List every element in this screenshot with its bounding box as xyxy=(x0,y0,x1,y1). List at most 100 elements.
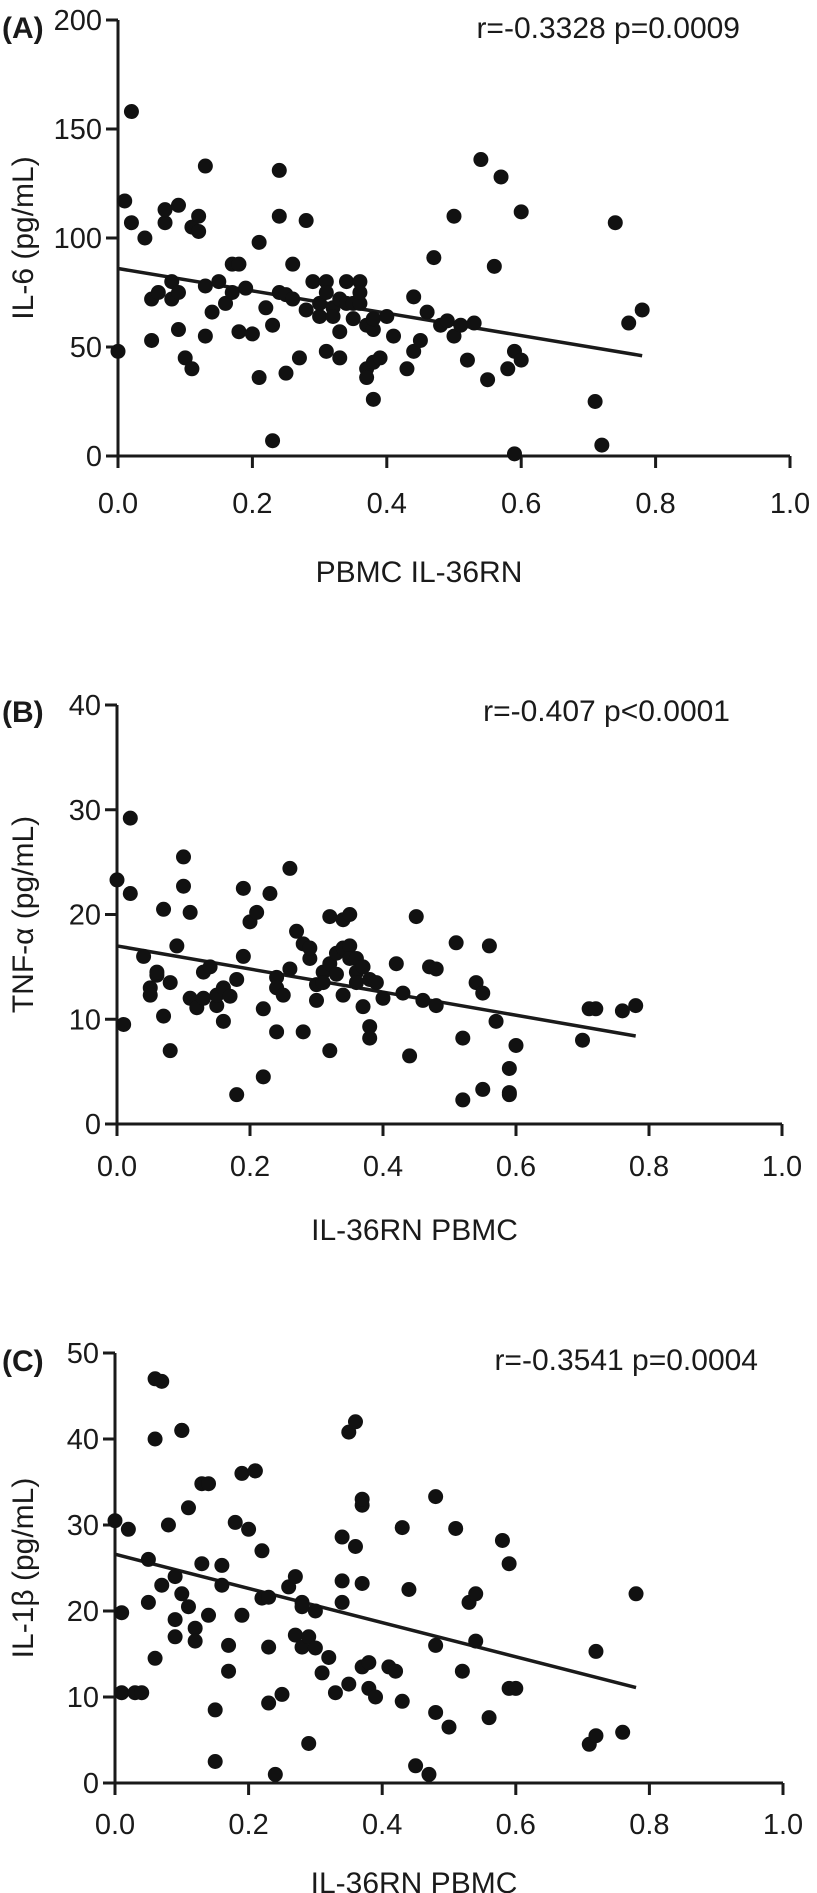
data-point xyxy=(194,1556,210,1572)
y-tick-label: 0 xyxy=(83,1768,99,1800)
data-point xyxy=(334,1529,350,1545)
data-point xyxy=(594,437,610,453)
data-point xyxy=(231,324,247,340)
data-point xyxy=(354,1491,370,1507)
data-point xyxy=(238,280,254,296)
data-point xyxy=(428,998,444,1014)
data-point xyxy=(251,234,267,250)
data-point xyxy=(201,1607,217,1623)
data-point xyxy=(122,886,138,902)
x-tick-label: 0.0 xyxy=(97,1151,137,1183)
data-point xyxy=(157,215,173,231)
data-point xyxy=(428,1704,444,1720)
data-point xyxy=(289,923,305,939)
data-point xyxy=(275,987,291,1003)
data-point xyxy=(575,1032,590,1048)
data-point xyxy=(513,352,529,368)
y-tick-label: 150 xyxy=(54,114,102,146)
data-point xyxy=(355,999,371,1015)
data-point xyxy=(221,1663,237,1679)
data-point xyxy=(501,1085,517,1101)
data-point xyxy=(325,308,341,324)
data-point xyxy=(162,975,178,991)
data-point xyxy=(182,904,198,920)
data-point xyxy=(261,1589,277,1605)
data-point xyxy=(322,1043,338,1059)
data-point xyxy=(468,1633,484,1649)
data-point xyxy=(249,904,265,920)
data-point xyxy=(157,202,173,218)
data-point xyxy=(468,1586,484,1602)
data-point xyxy=(114,1605,130,1621)
data-point xyxy=(406,343,422,359)
x-tick-label: 0.4 xyxy=(363,1151,403,1183)
data-point xyxy=(368,1689,384,1705)
x-tick-label: 0.6 xyxy=(501,488,541,520)
data-point xyxy=(379,308,395,324)
data-point xyxy=(488,1013,504,1029)
data-point xyxy=(271,162,287,178)
data-point xyxy=(454,1663,470,1679)
data-point xyxy=(395,985,411,1001)
x-tick-label: 0.6 xyxy=(496,1151,536,1183)
data-point xyxy=(247,1463,263,1479)
data-point xyxy=(448,935,464,951)
data-point xyxy=(301,1735,317,1751)
data-point xyxy=(332,324,348,340)
data-point xyxy=(261,1639,277,1655)
data-point xyxy=(136,948,152,964)
data-point xyxy=(122,810,138,826)
data-point xyxy=(140,1551,156,1567)
data-point xyxy=(197,328,213,344)
data-point xyxy=(229,1087,245,1103)
data-point xyxy=(117,193,133,209)
x-tick-label: 1.0 xyxy=(763,1809,803,1841)
data-point xyxy=(426,250,442,266)
data-point xyxy=(314,1665,330,1681)
data-point xyxy=(224,285,240,300)
data-point xyxy=(628,998,644,1014)
data-point xyxy=(204,304,220,320)
data-point xyxy=(419,304,435,320)
data-point xyxy=(274,1686,290,1702)
data-point xyxy=(309,992,324,1008)
data-point xyxy=(221,1637,237,1653)
data-point xyxy=(201,1476,217,1492)
data-point xyxy=(408,1758,424,1774)
data-point xyxy=(453,317,469,333)
y-axis-label: IL-6 (pg/mL) xyxy=(7,156,40,319)
data-point xyxy=(227,1514,243,1530)
x-tick-label: 0.2 xyxy=(232,488,272,520)
data-point xyxy=(428,1489,444,1505)
data-point xyxy=(412,332,428,348)
data-point xyxy=(455,1030,471,1046)
x-tick-label: 0.2 xyxy=(230,1151,270,1183)
data-point xyxy=(332,350,348,366)
data-point xyxy=(402,1048,418,1064)
data-point xyxy=(156,901,172,917)
data-point xyxy=(302,940,318,956)
data-point xyxy=(368,975,384,991)
x-axis-label: IL-36RN PBMC xyxy=(311,1867,518,1893)
data-point xyxy=(334,1594,350,1610)
data-point xyxy=(302,950,318,966)
data-point xyxy=(187,1620,203,1636)
data-point xyxy=(607,215,623,231)
data-point xyxy=(235,880,251,896)
data-point xyxy=(318,285,334,300)
regression-line xyxy=(116,944,636,1038)
data-point xyxy=(315,975,331,991)
data-point xyxy=(394,1693,410,1709)
data-point xyxy=(140,1594,156,1610)
data-point xyxy=(251,370,267,386)
y-tick-label: 20 xyxy=(67,1596,99,1628)
data-point xyxy=(180,1500,196,1516)
data-point xyxy=(202,959,218,975)
x-tick-label: 0.8 xyxy=(629,1809,669,1841)
data-point xyxy=(318,343,334,359)
y-tick-label: 40 xyxy=(67,1424,99,1456)
data-point xyxy=(298,213,314,229)
data-point xyxy=(388,956,404,972)
data-point xyxy=(154,1373,170,1389)
data-point xyxy=(235,948,251,964)
